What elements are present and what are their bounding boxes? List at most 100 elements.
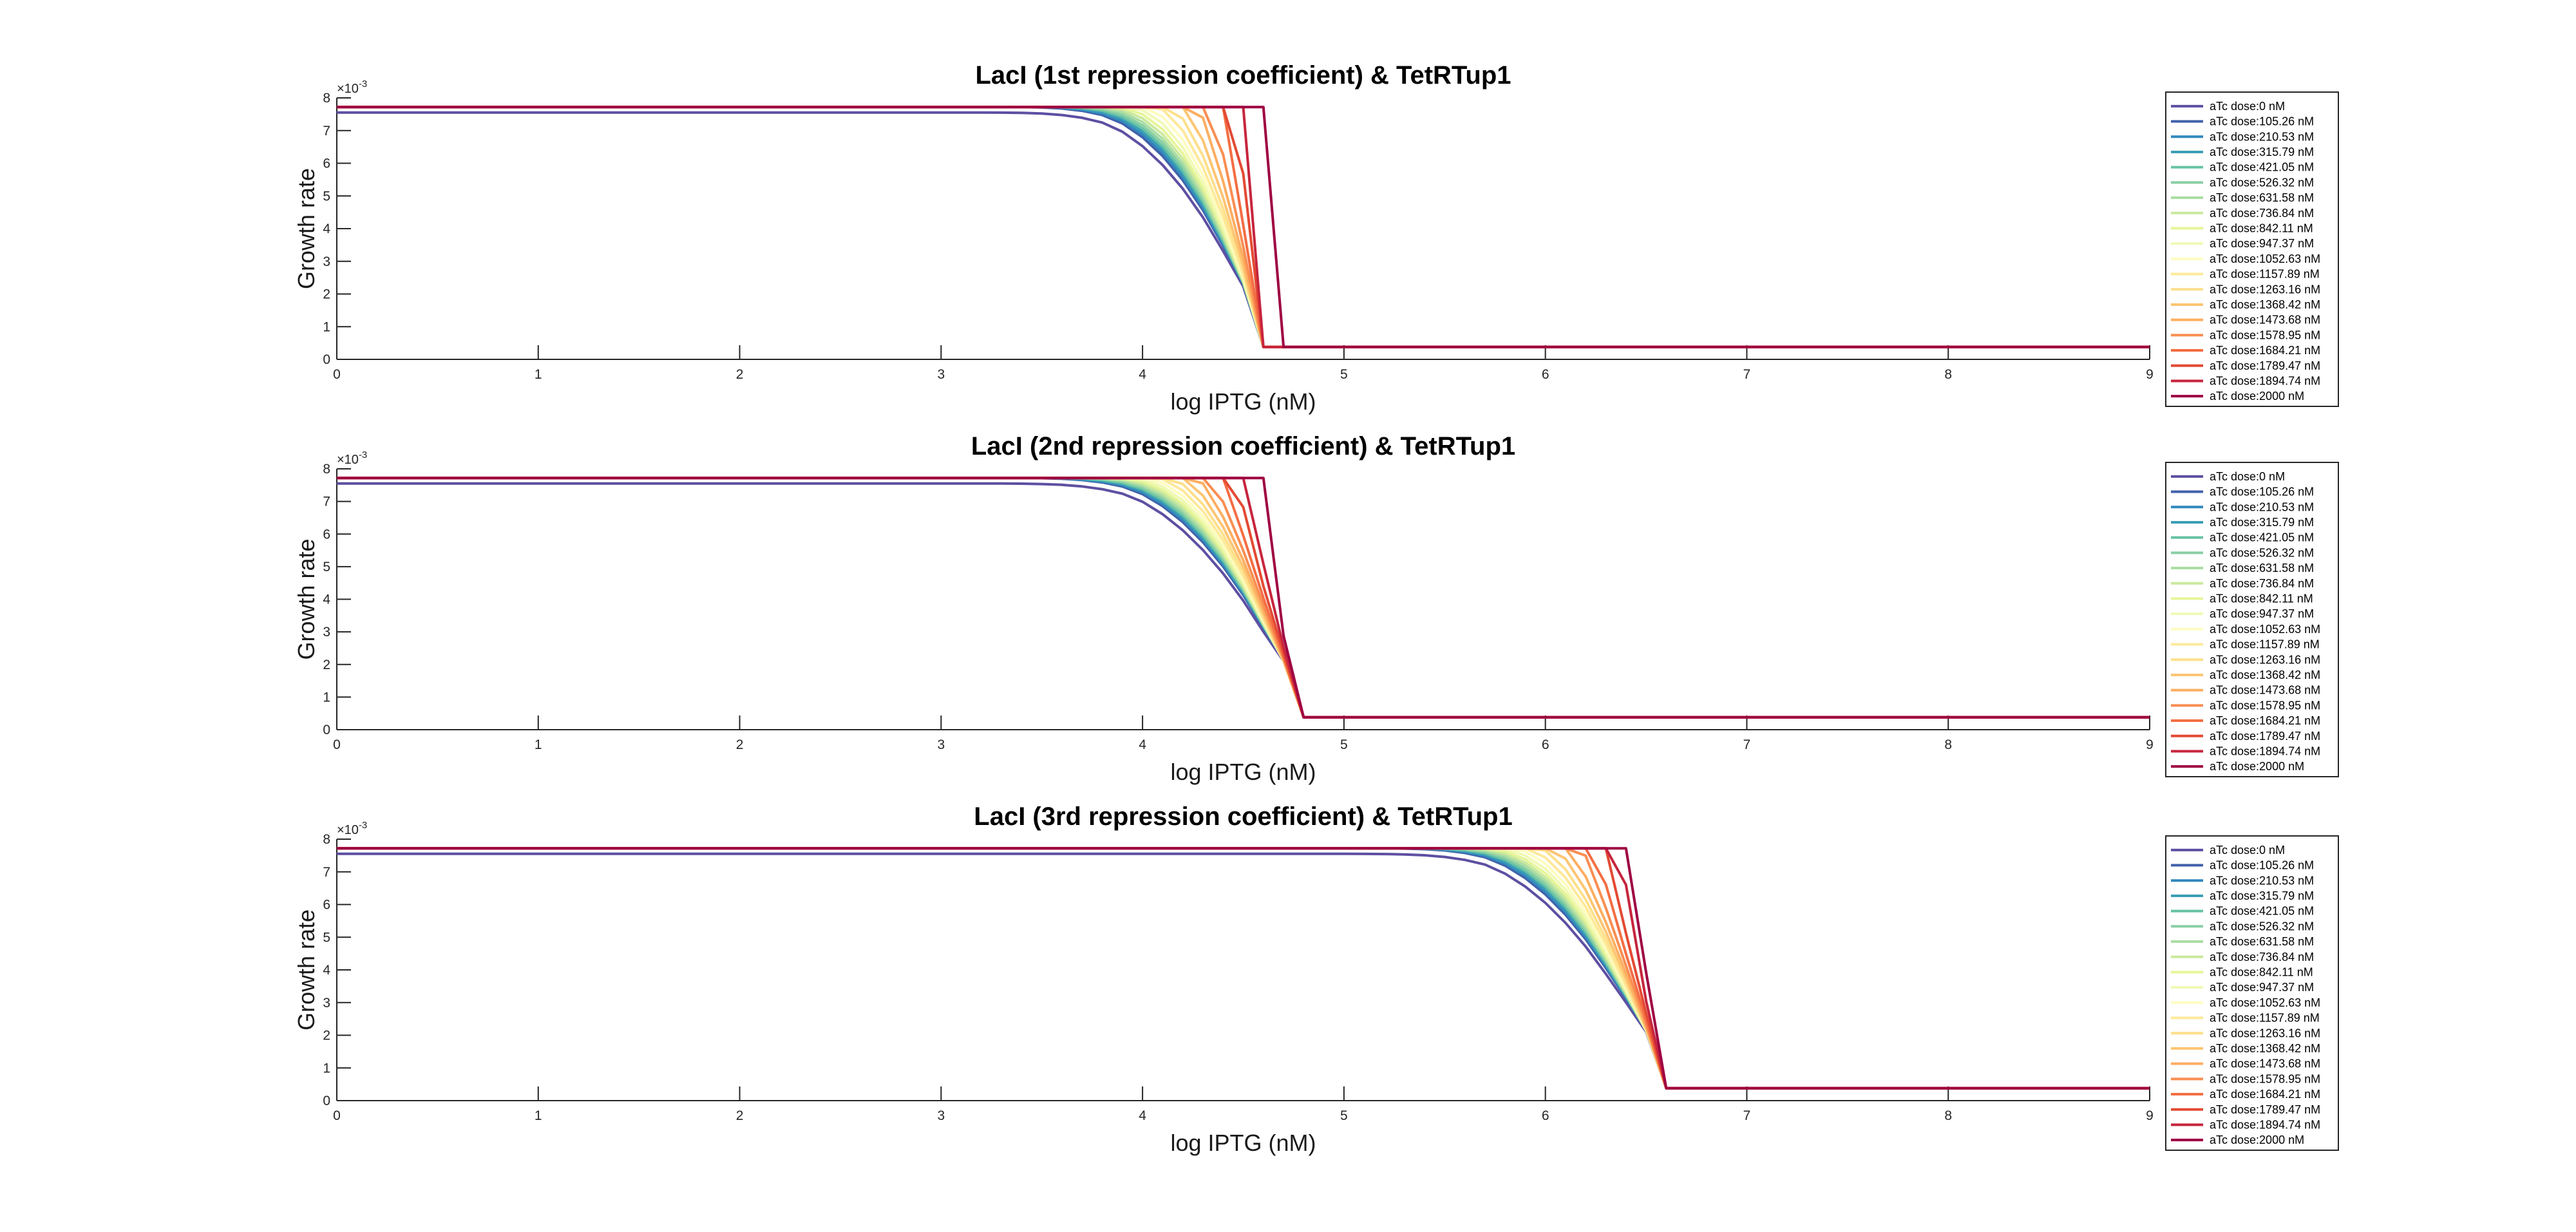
series-lines [337, 477, 2150, 719]
y-tick-label: 6 [323, 898, 330, 913]
legend-entry: aTc dose:421.05 nM [2210, 161, 2314, 174]
y-tick-label: 2 [323, 658, 330, 672]
x-tick-label: 3 [937, 737, 945, 752]
y-tick-label: 5 [323, 560, 330, 574]
series-line-10 [337, 477, 2150, 719]
series-line-1 [337, 482, 2150, 719]
x-tick-label: 3 [937, 1108, 945, 1123]
series-line-18 [337, 477, 2150, 719]
legend-entry: aTc dose:105.26 nM [2210, 115, 2314, 128]
legend-entry: aTc dose:1789.47 nM [2210, 730, 2320, 743]
series-line-15 [337, 477, 2150, 719]
x-tick-label: 7 [1743, 1108, 1751, 1123]
series-line-3 [337, 847, 2150, 1090]
legend-entry: aTc dose:631.58 nM [2210, 191, 2314, 204]
legend-entry: aTc dose:210.53 nM [2210, 874, 2314, 887]
chart-panel-3: LacI (3rd repression coefficient) & TetR… [293, 802, 2339, 1156]
legend-entry: aTc dose:1473.68 nM [2210, 1057, 2320, 1070]
series-line-7 [337, 477, 2150, 719]
legend-entry: aTc dose:421.05 nM [2210, 905, 2314, 918]
legend-entry: aTc dose:526.32 nM [2210, 920, 2314, 933]
x-tick-label: 5 [1340, 737, 1348, 752]
series-line-19 [337, 477, 2150, 719]
x-tick-label: 8 [1944, 737, 1952, 752]
legend-entry: aTc dose:1684.21 nM [2210, 344, 2320, 357]
legend-entry: aTc dose:1578.95 nM [2210, 699, 2320, 712]
y-exponent-label: ×10-3 [337, 79, 367, 96]
series-line-6 [337, 477, 2150, 719]
legend-entry: aTc dose:736.84 nM [2210, 207, 2314, 220]
x-tick-label: 4 [1139, 367, 1146, 382]
series-line-16 [337, 477, 2150, 719]
y-axis-label: Growth rate [293, 909, 319, 1030]
legend-entry: aTc dose:1578.95 nM [2210, 328, 2320, 341]
legend-entry: aTc dose:1684.21 nM [2210, 714, 2320, 727]
y-tick-label: 0 [323, 352, 330, 367]
series-line-17 [337, 477, 2150, 719]
y-tick-label: 1 [323, 690, 330, 705]
series-line-14 [337, 847, 2150, 1090]
series-line-8 [337, 847, 2150, 1090]
series-line-10 [337, 847, 2150, 1090]
legend-entry: aTc dose:1578.95 nM [2210, 1072, 2320, 1085]
legend-entry: aTc dose:526.32 nM [2210, 546, 2314, 559]
legend-entry: aTc dose:1894.74 nM [2210, 374, 2320, 387]
x-tick-label: 1 [535, 367, 542, 382]
y-tick-label: 8 [323, 462, 330, 477]
legend-entry: aTc dose:315.79 nM [2210, 889, 2314, 902]
y-tick-label: 8 [323, 91, 330, 106]
series-line-12 [337, 477, 2150, 719]
legend-entry: aTc dose:526.32 nM [2210, 176, 2314, 189]
legend-entry: aTc dose:210.53 nM [2210, 130, 2314, 143]
y-tick-label: 0 [323, 723, 330, 737]
series-line-13 [337, 847, 2150, 1090]
y-tick-label: 2 [323, 287, 330, 302]
series-line-4 [337, 477, 2150, 719]
legend-entry: aTc dose:210.53 nM [2210, 500, 2314, 513]
series-line-6 [337, 847, 2150, 1090]
y-tick-label: 3 [323, 996, 330, 1010]
x-tick-label: 1 [535, 737, 542, 752]
x-tick-label: 2 [736, 737, 744, 752]
legend-entry: aTc dose:1157.89 nM [2210, 638, 2320, 651]
x-tick-label: 6 [1542, 367, 1549, 382]
series-line-8 [337, 477, 2150, 719]
x-tick-label: 0 [333, 737, 341, 752]
legend-entry: aTc dose:842.11 nM [2210, 592, 2313, 605]
legend-entry: aTc dose:1368.42 nM [2210, 668, 2320, 681]
y-tick-label: 7 [323, 124, 330, 138]
legend-entry: aTc dose:1473.68 nM [2210, 684, 2320, 697]
y-tick-label: 0 [323, 1094, 330, 1108]
series-line-2 [337, 477, 2150, 719]
series-line-17 [337, 847, 2150, 1090]
legend-entry: aTc dose:1263.16 nM [2210, 1027, 2320, 1039]
legend-entry: aTc dose:842.11 nM [2210, 965, 2313, 978]
y-tick-label: 4 [323, 963, 330, 978]
legend-entry: aTc dose:1263.16 nM [2210, 283, 2320, 296]
series-line-11 [337, 477, 2150, 719]
x-tick-label: 7 [1743, 737, 1751, 752]
series-line-17 [337, 106, 2150, 348]
legend-frame [2165, 462, 2339, 777]
y-exponent-label: ×10-3 [337, 450, 367, 467]
y-tick-label: 8 [323, 832, 330, 847]
x-tick-label: 9 [2146, 367, 2154, 382]
series-line-11 [337, 847, 2150, 1090]
y-tick-label: 5 [323, 930, 330, 945]
series-line-20 [337, 477, 2150, 719]
x-axis-label: log IPTG (nM) [1170, 388, 1316, 415]
series-line-9 [337, 477, 2150, 719]
series-line-14 [337, 477, 2150, 719]
legend-entry: aTc dose:1052.63 nM [2210, 252, 2320, 265]
series-line-5 [337, 847, 2150, 1090]
legend-entry: aTc dose:0 nM [2210, 100, 2285, 113]
chart-title: LacI (1st repression coefficient) & TetR… [975, 61, 1511, 90]
legend-entry: aTc dose:1052.63 nM [2210, 623, 2320, 636]
series-line-3 [337, 477, 2150, 719]
series-line-20 [337, 106, 2150, 348]
y-tick-label: 2 [323, 1028, 330, 1043]
y-tick-label: 7 [323, 865, 330, 880]
x-axis-label: log IPTG (nM) [1170, 1130, 1316, 1156]
legend-entry: aTc dose:1894.74 nM [2210, 1118, 2320, 1131]
